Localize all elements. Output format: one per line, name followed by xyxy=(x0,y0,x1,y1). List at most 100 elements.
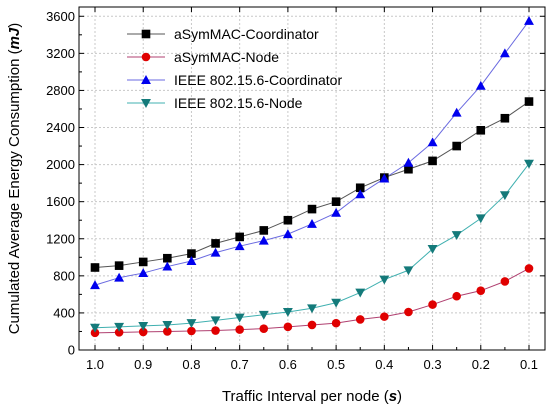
data-point xyxy=(500,277,510,286)
series-line xyxy=(94,101,530,268)
data-point xyxy=(138,257,148,267)
data-point xyxy=(307,218,317,228)
data-point xyxy=(235,325,244,334)
y-tick-label: 1600 xyxy=(46,194,75,209)
data-point xyxy=(114,322,125,332)
data-point xyxy=(114,328,124,337)
data-point xyxy=(138,321,149,331)
legend-label: IEEE 802.15.6-Coordinator xyxy=(174,72,342,88)
data-point xyxy=(258,235,269,245)
data-point xyxy=(283,215,293,225)
data-point xyxy=(163,253,172,263)
data-point xyxy=(282,308,293,317)
data-point xyxy=(283,322,293,332)
y-tick-label: 400 xyxy=(53,305,75,320)
x-tick-label: 0.6 xyxy=(279,357,297,372)
data-point xyxy=(187,326,196,336)
y-tick-label: 2400 xyxy=(46,120,75,135)
data-point xyxy=(452,141,461,151)
data-point xyxy=(524,97,534,106)
y-tick-label: 2800 xyxy=(46,83,75,98)
data-point xyxy=(355,183,365,193)
data-point xyxy=(476,125,486,135)
x-tick-label: 1.0 xyxy=(86,357,104,372)
grid xyxy=(79,7,545,351)
data-point xyxy=(451,107,462,117)
x-tick-label: 0.2 xyxy=(472,357,490,372)
data-point xyxy=(141,99,151,108)
data-point xyxy=(163,327,172,336)
data-point xyxy=(380,312,389,321)
data-point xyxy=(499,48,510,58)
data-point xyxy=(307,204,317,214)
data-point xyxy=(90,280,100,290)
x-axis: 1.0 0.9 0.8 0.7 0.6 0.5 0.4 0.3 0.2 0.1 xyxy=(86,7,538,372)
data-point xyxy=(258,310,269,320)
series-line xyxy=(94,163,530,329)
data-point xyxy=(451,231,462,240)
data-point xyxy=(379,275,390,285)
data-point xyxy=(138,327,148,337)
data-point xyxy=(211,239,220,248)
data-point xyxy=(90,323,100,333)
y-axis: 0 400 800 1200 1600 2000 2400 2800 3200 3600 xyxy=(46,9,545,358)
series-line xyxy=(94,20,530,286)
data-point xyxy=(114,272,125,282)
x-tick-label: 0.3 xyxy=(424,357,442,372)
data-point xyxy=(524,264,534,273)
data-point xyxy=(476,286,486,295)
data-point xyxy=(428,156,437,166)
data-point xyxy=(282,229,293,239)
data-point xyxy=(331,318,341,328)
data-point xyxy=(403,266,414,276)
data-point xyxy=(428,300,437,309)
data-point xyxy=(427,244,438,254)
data-point xyxy=(427,137,438,147)
data-point xyxy=(355,189,366,199)
data-point xyxy=(499,191,510,201)
data-point xyxy=(141,75,151,84)
data-point xyxy=(235,232,244,242)
y-tick-label: 2000 xyxy=(46,157,75,172)
data-point xyxy=(379,173,390,183)
data-point xyxy=(331,207,342,217)
data-point xyxy=(259,226,269,235)
data-point xyxy=(211,326,220,335)
data-point xyxy=(452,291,461,301)
data-point xyxy=(141,52,151,62)
data-point xyxy=(355,288,366,298)
y-tick-label: 800 xyxy=(53,268,75,283)
legend: aSymMAC-Coordinator aSymMAC-Node IEEE 802.… xyxy=(127,26,342,111)
data-point xyxy=(187,249,196,258)
y-axis-label: Cumulated Average Energy Consumption (mJ… xyxy=(6,23,23,335)
x-tick-label: 0.7 xyxy=(231,357,249,372)
y-tick-label: 0 xyxy=(68,343,75,358)
data-point xyxy=(90,328,100,338)
y-tick-label: 3200 xyxy=(46,46,75,61)
x-tick-label: 0.8 xyxy=(182,357,200,372)
data-point xyxy=(524,15,534,25)
x-tick-label: 0.5 xyxy=(327,357,345,372)
data-point xyxy=(234,241,245,251)
x-tick-label: 0.4 xyxy=(375,357,393,372)
data-point xyxy=(331,298,342,308)
legend-label: IEEE 802.15.6-Node xyxy=(174,95,303,111)
data-point xyxy=(524,159,534,169)
data-point xyxy=(210,316,221,326)
data-point xyxy=(403,157,414,167)
data-point xyxy=(234,313,245,323)
data-point xyxy=(404,164,413,174)
legend-label: aSymMAC-Coordinator xyxy=(174,26,319,42)
series-lines xyxy=(94,20,530,334)
data-point xyxy=(331,197,341,206)
data-point xyxy=(162,321,173,330)
data-point xyxy=(404,307,413,317)
legend-label: aSymMAC-Node xyxy=(174,49,279,65)
data-point xyxy=(141,29,151,39)
data-point xyxy=(307,304,317,314)
data-point xyxy=(186,256,197,265)
data-point xyxy=(162,261,173,271)
data-point xyxy=(114,261,124,270)
data-point xyxy=(355,315,365,324)
